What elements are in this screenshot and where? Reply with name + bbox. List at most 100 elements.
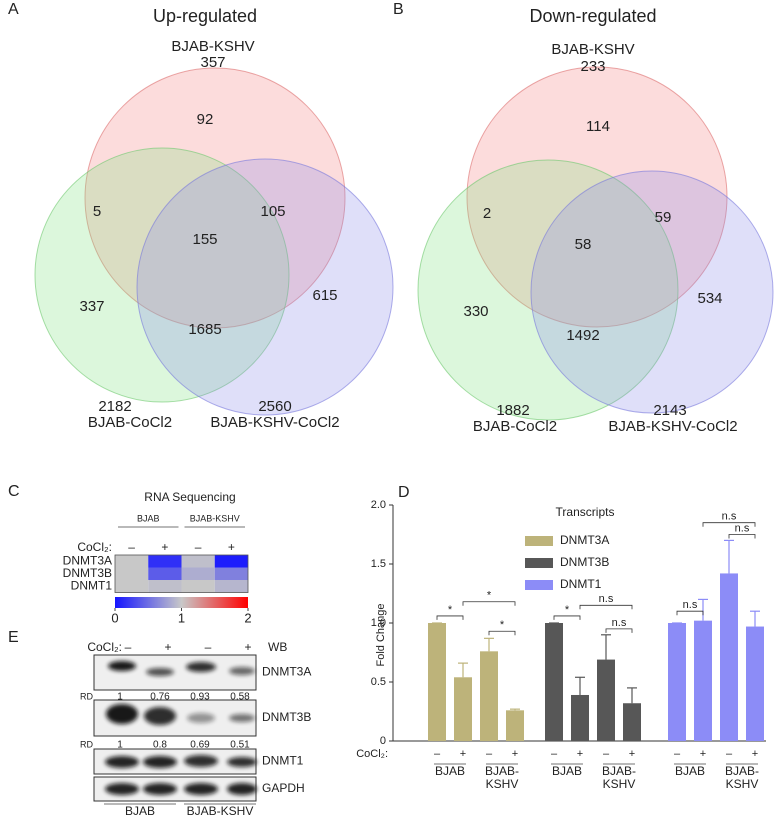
treatment-sign: + <box>512 748 518 760</box>
significance-bracket <box>488 630 516 636</box>
panel-label: E <box>8 629 19 646</box>
venn-circle <box>417 159 679 421</box>
venn-circle <box>34 147 290 403</box>
heatmap-cell <box>181 567 215 580</box>
venn-circle <box>136 158 394 416</box>
heatmap-cell <box>181 555 215 568</box>
error-bar <box>458 662 468 678</box>
rd-value: 1 <box>117 692 123 703</box>
heatmap-cell <box>148 580 182 593</box>
bar <box>597 659 615 741</box>
treatment-sign: – <box>434 748 441 760</box>
blot-band <box>108 661 136 671</box>
row-label: DNMT1 <box>71 578 113 592</box>
venn-count: 330 <box>463 303 488 320</box>
bar <box>480 651 498 741</box>
panel-label: C <box>8 483 20 500</box>
venn-count: 58 <box>575 236 592 253</box>
colorbar-tick-label: 2 <box>244 610 251 625</box>
x-tick-label: BJAB-KSHV <box>601 765 636 791</box>
rd-value: 0.93 <box>190 692 210 703</box>
method-label: WB <box>268 640 287 654</box>
rd-value: 0.51 <box>230 740 250 751</box>
significance-bracket <box>676 610 704 616</box>
blot-background <box>93 654 257 691</box>
heatmap-cell <box>148 555 182 568</box>
colorbar-tick-label: 1 <box>178 610 185 625</box>
bar <box>506 710 524 741</box>
heatmap-title: RNA Sequencing <box>144 490 235 504</box>
significance-bracket <box>436 615 464 620</box>
treatment-sign: + <box>161 540 168 554</box>
treatment-sign: + <box>629 748 635 760</box>
y-tick-label: 0 <box>380 735 386 747</box>
venn-b-circles <box>417 66 774 421</box>
blot-band <box>144 707 176 725</box>
significance-bracket <box>702 522 756 527</box>
set-total: 2143 <box>653 402 686 419</box>
blot-band <box>105 783 139 795</box>
x-label-box: BJAB <box>674 765 705 778</box>
group-label: BJAB <box>125 804 155 818</box>
rd-value: 0.69 <box>190 740 210 751</box>
x-label-box: BJAB <box>434 765 465 778</box>
blot-band <box>143 756 177 768</box>
blot-label: GAPDH <box>262 781 305 795</box>
rd-value: 1 <box>117 740 123 751</box>
blot-band <box>186 662 216 672</box>
bar <box>571 694 589 741</box>
set-name: BJAB-CoCl2 <box>88 414 172 431</box>
venn-count: 105 <box>260 203 285 220</box>
blot-band <box>184 783 218 795</box>
colorbar <box>115 597 248 608</box>
treatment-label: CoCl₂: <box>356 748 388 760</box>
treatment-sign: – <box>674 748 681 760</box>
y-axis-label: Fold Change <box>375 604 387 667</box>
significance-label: n.s <box>612 617 627 629</box>
x-tick-label: BJAB <box>551 765 582 778</box>
blot-band <box>229 714 255 722</box>
treatment-sign: – <box>551 748 558 760</box>
legend-label: DNMT3A <box>560 533 609 547</box>
rd-value: 0.8 <box>153 740 167 751</box>
treatment-sign: – <box>486 748 493 760</box>
rd-value: 0.76 <box>150 692 170 703</box>
chart-title: Transcripts <box>556 505 615 519</box>
panel-label: A <box>8 1 19 18</box>
set-name: BJAB-KSHV-CoCl2 <box>210 414 339 431</box>
venn-count: 534 <box>697 290 722 307</box>
legend-swatch <box>525 536 553 546</box>
blot-label: DNMT3A <box>262 665 311 679</box>
x-tick-label: BJAB <box>434 765 465 778</box>
heatmap-cell <box>115 567 149 580</box>
venn-count: 59 <box>655 209 672 226</box>
significance-label: n.s <box>722 511 737 523</box>
treatment-sign: – <box>603 748 610 760</box>
bar <box>623 703 641 741</box>
significance-label: n.s <box>735 522 750 534</box>
treatment-sign: – <box>125 640 132 654</box>
legend-label: DNMT1 <box>560 577 602 591</box>
significance-label: * <box>500 619 505 631</box>
heatmap-cell <box>214 580 248 593</box>
venn-count: 2 <box>483 205 491 222</box>
treatment-sign: + <box>752 748 758 760</box>
blot-band <box>187 713 215 723</box>
y-tick-label: 1.0 <box>371 617 386 629</box>
set-total: 357 <box>200 54 225 71</box>
y-tick-label: 1.5 <box>371 558 386 570</box>
legend-swatch <box>525 580 553 590</box>
group-label: BJAB <box>137 513 160 523</box>
venn-count: 114 <box>586 118 610 135</box>
y-tick-label: 2.0 <box>371 499 386 511</box>
treatment-sign: + <box>460 748 466 760</box>
venn-title: Up-regulated <box>153 6 257 26</box>
x-label-box: BJAB-KSHV <box>725 765 759 791</box>
x-tick-label: BJAB <box>674 765 705 778</box>
heatmap-cell <box>148 567 182 580</box>
rd-label: RD <box>80 691 93 701</box>
venn-a-circles <box>34 67 394 416</box>
heatmap-cell <box>115 580 149 593</box>
bar <box>545 623 563 741</box>
